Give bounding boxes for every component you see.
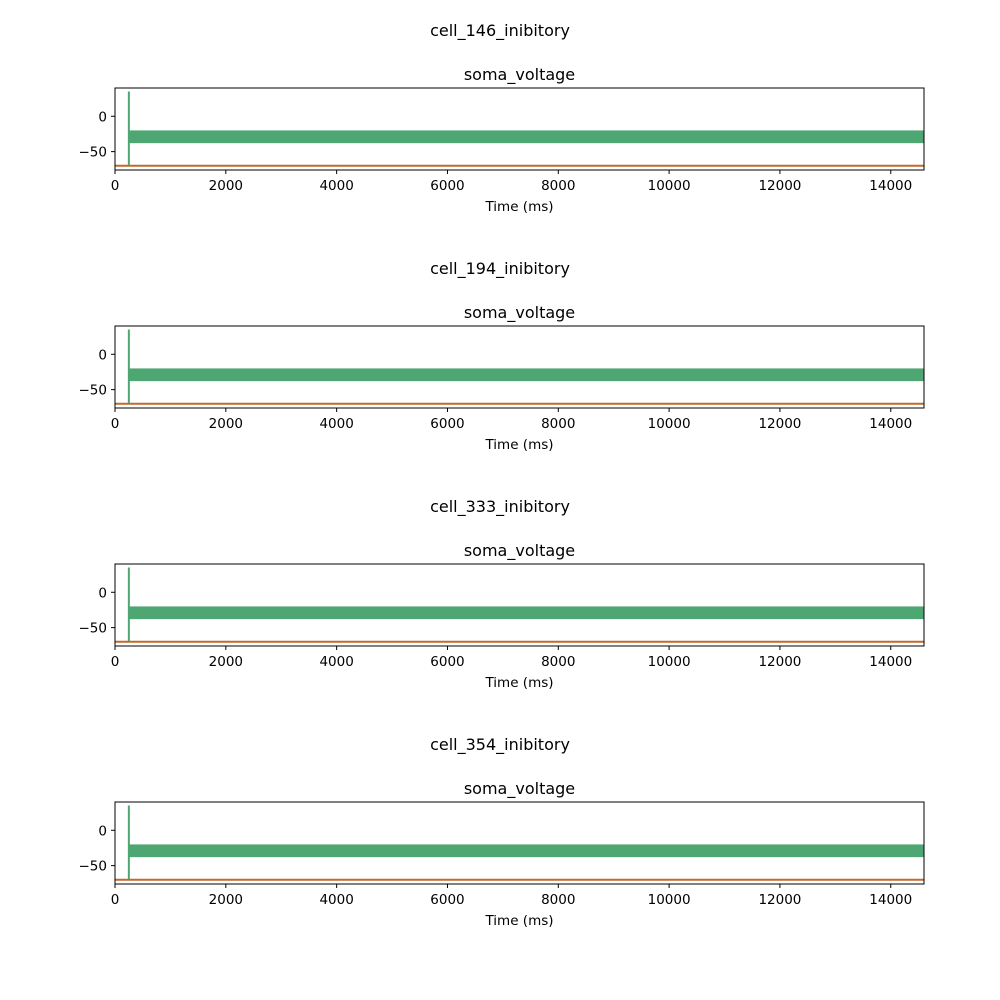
x-tick-label: 6000 bbox=[430, 416, 464, 432]
x-tick-label: 6000 bbox=[430, 654, 464, 670]
x-tick-label: 12000 bbox=[758, 416, 801, 432]
panel-suptitle: cell_146_inibitory bbox=[430, 21, 570, 41]
x-tick-label: 6000 bbox=[430, 892, 464, 908]
y-tick-label: −50 bbox=[79, 859, 108, 875]
x-axis-label: Time (ms) bbox=[484, 199, 553, 215]
y-tick-label: 0 bbox=[98, 109, 107, 125]
x-tick-label: 0 bbox=[111, 416, 120, 432]
x-tick-label: 8000 bbox=[541, 416, 575, 432]
voltage-band bbox=[128, 844, 925, 858]
panel-title: soma_voltage bbox=[464, 541, 575, 561]
x-axis-label: Time (ms) bbox=[484, 675, 553, 691]
x-tick-label: 14000 bbox=[869, 178, 912, 194]
x-tick-label: 4000 bbox=[319, 416, 353, 432]
x-tick-label: 4000 bbox=[319, 654, 353, 670]
x-tick-label: 12000 bbox=[758, 892, 801, 908]
x-tick-label: 14000 bbox=[869, 892, 912, 908]
x-tick-label: 10000 bbox=[648, 654, 691, 670]
x-tick-label: 14000 bbox=[869, 654, 912, 670]
axes-frame bbox=[114, 563, 925, 647]
x-tick-label: 14000 bbox=[869, 416, 912, 432]
y-tick-label: 0 bbox=[98, 347, 107, 363]
x-tick-label: 8000 bbox=[541, 654, 575, 670]
y-tick-label: 0 bbox=[98, 823, 107, 839]
x-tick-label: 10000 bbox=[648, 178, 691, 194]
x-tick-label: 0 bbox=[111, 654, 120, 670]
y-tick-label: −50 bbox=[79, 383, 108, 399]
axes-frame bbox=[114, 801, 925, 885]
voltage-band bbox=[128, 130, 925, 144]
x-tick-label: 2000 bbox=[209, 892, 243, 908]
x-tick-label: 2000 bbox=[209, 416, 243, 432]
axes-frame bbox=[114, 325, 925, 409]
voltage-band bbox=[128, 368, 925, 382]
x-tick-label: 2000 bbox=[209, 178, 243, 194]
panel-suptitle: cell_354_inibitory bbox=[430, 735, 570, 755]
y-tick-label: −50 bbox=[79, 621, 108, 637]
x-tick-label: 0 bbox=[111, 178, 120, 194]
x-tick-label: 6000 bbox=[430, 178, 464, 194]
x-tick-label: 4000 bbox=[319, 892, 353, 908]
panel-title: soma_voltage bbox=[464, 779, 575, 799]
panel-suptitle: cell_333_inibitory bbox=[430, 497, 570, 517]
x-axis-label: Time (ms) bbox=[484, 437, 553, 453]
x-tick-label: 4000 bbox=[319, 178, 353, 194]
panel-title: soma_voltage bbox=[464, 65, 575, 85]
panel-title: soma_voltage bbox=[464, 303, 575, 323]
x-tick-label: 10000 bbox=[648, 416, 691, 432]
x-tick-label: 8000 bbox=[541, 178, 575, 194]
y-tick-label: 0 bbox=[98, 585, 107, 601]
x-axis-label: Time (ms) bbox=[484, 913, 553, 929]
panel-suptitle: cell_194_inibitory bbox=[430, 259, 570, 279]
x-tick-label: 12000 bbox=[758, 654, 801, 670]
y-tick-label: −50 bbox=[79, 145, 108, 161]
voltage-band bbox=[128, 606, 925, 620]
x-tick-label: 2000 bbox=[209, 654, 243, 670]
x-tick-label: 12000 bbox=[758, 178, 801, 194]
x-tick-label: 0 bbox=[111, 892, 120, 908]
axes-frame bbox=[114, 87, 925, 171]
x-tick-label: 10000 bbox=[648, 892, 691, 908]
x-tick-label: 8000 bbox=[541, 892, 575, 908]
